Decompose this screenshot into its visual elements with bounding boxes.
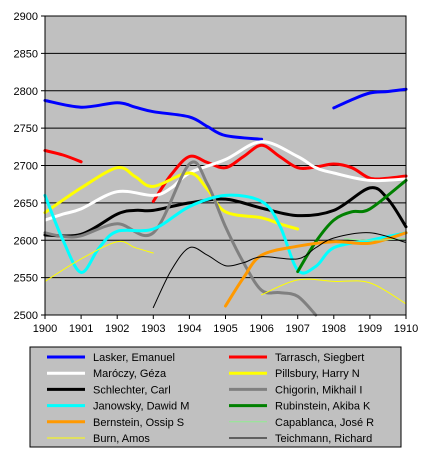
x-tick-label: 1906 [249, 323, 273, 335]
x-tick-label: 1907 [285, 323, 309, 335]
series-line [344, 238, 407, 241]
series-line [43, 186, 408, 238]
series-11 [152, 232, 407, 308]
y-tick-label: 2700 [14, 161, 38, 173]
series-line [43, 140, 408, 222]
legend-box [29, 346, 402, 448]
x-tick-label: 1905 [213, 323, 237, 335]
y-axis: 2500 2550 2600 2650 2700 2750 2800 2850 2900 [14, 11, 45, 322]
series-line [43, 165, 300, 231]
x-tick-label: 1903 [141, 323, 165, 335]
series-line [43, 149, 83, 164]
legend-item: Bernstein, Ossip S [47, 417, 184, 429]
series-line [151, 143, 408, 203]
legend-label: Lasker, Emanuel [93, 352, 175, 364]
x-tick-label: 1902 [105, 323, 129, 335]
series-8 [224, 231, 408, 308]
legend: Lasker, Emanuel Tarrasch, Siegbert Maróczy… [29, 346, 402, 448]
legend-label: Janowsky, Dawid M [93, 401, 189, 413]
legend-label: Pillsbury, Harry N [275, 368, 360, 380]
series-10 [44, 240, 407, 305]
series-1 [43, 143, 408, 203]
series-2 [43, 140, 408, 222]
legend-item: Maróczy, Géza [47, 368, 167, 380]
legend-item: Rubinstein, Akiba K [229, 401, 371, 413]
x-axis: 1900 1901 1902 1903 1904 1905 1906 1907 1908 1909… [33, 315, 418, 335]
x-tick-label: 1904 [177, 323, 201, 335]
series-line [43, 160, 318, 317]
series-4 [43, 186, 408, 238]
legend-item: Teichmann, Richard [229, 433, 372, 445]
legend-item: Chigorin, Mikhail I [229, 384, 362, 396]
series-line [43, 193, 408, 275]
series-line [44, 240, 154, 282]
x-tick-label: 1900 [33, 323, 57, 335]
series-6 [43, 193, 408, 275]
legend-label: Chigorin, Mikhail I [275, 384, 362, 396]
legend-item: Pillsbury, Harry N [229, 368, 360, 380]
series-0 [43, 87, 408, 141]
legend-item: Lasker, Emanuel [47, 352, 175, 364]
series-lines [43, 87, 408, 317]
y-tick-label: 2800 [14, 86, 38, 98]
legend-item: Schlechter, Carl [47, 384, 171, 396]
y-tick-label: 2850 [14, 48, 38, 60]
legend-label: Capablanca, José R [275, 417, 374, 429]
legend-item: Capablanca, José R [229, 417, 374, 429]
series-line [152, 232, 407, 308]
legend-item: Tarrasch, Siegbert [229, 352, 364, 364]
legend-item: Burn, Amos [47, 433, 150, 445]
y-tick-label: 2900 [14, 11, 38, 23]
y-tick-label: 2750 [14, 123, 38, 135]
y-tick-label: 2600 [14, 235, 38, 247]
legend-label: Rubinstein, Akiba K [275, 401, 371, 413]
legend-label: Bernstein, Ossip S [93, 417, 184, 429]
series-9 [344, 238, 407, 241]
series-line [224, 231, 408, 308]
series-line [43, 99, 264, 141]
x-tick-label: 1910 [394, 323, 418, 335]
series-5 [43, 160, 318, 317]
legend-label: Burn, Amos [93, 433, 150, 445]
legend-label: Schlechter, Carl [93, 384, 171, 396]
legend-label: Maróczy, Géza [93, 368, 167, 380]
series-3 [43, 165, 300, 231]
legend-item: Janowsky, Dawid M [47, 401, 189, 413]
series-line [261, 278, 407, 305]
legend-label: Teichmann, Richard [275, 433, 372, 445]
legend-label: Tarrasch, Siegbert [275, 352, 364, 364]
y-tick-label: 2500 [14, 310, 38, 322]
x-tick-label: 1901 [69, 323, 93, 335]
y-tick-label: 2650 [14, 198, 38, 210]
y-tick-label: 2550 [14, 273, 38, 285]
series-line [332, 87, 408, 110]
x-tick-label: 1908 [322, 323, 346, 335]
x-tick-label: 1909 [358, 323, 382, 335]
